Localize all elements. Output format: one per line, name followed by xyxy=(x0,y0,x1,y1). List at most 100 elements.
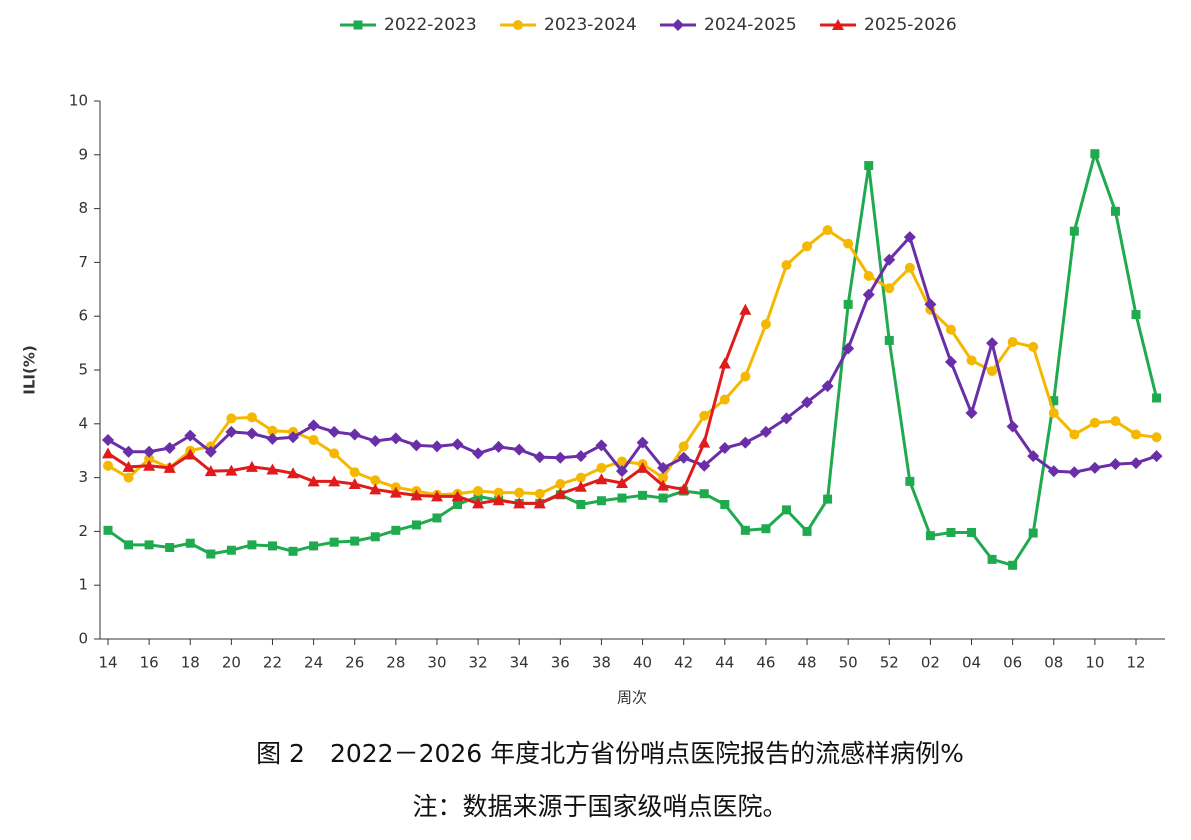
data-point xyxy=(143,459,156,471)
x-tick-label: 28 xyxy=(386,654,405,672)
y-tick-label: 7 xyxy=(78,253,88,271)
data-point xyxy=(658,472,669,483)
data-point xyxy=(657,461,670,474)
data-point xyxy=(1006,420,1019,433)
data-point xyxy=(575,472,586,483)
x-tick-label: 06 xyxy=(1003,654,1022,672)
data-point xyxy=(864,161,874,171)
data-point xyxy=(288,546,298,556)
data-point xyxy=(451,438,464,451)
data-point xyxy=(122,460,135,472)
data-point xyxy=(554,451,567,464)
data-point xyxy=(760,319,771,330)
y-tick-label: 8 xyxy=(78,199,88,217)
data-point xyxy=(595,439,608,452)
data-point xyxy=(1130,457,1142,470)
x-tick-label: 12 xyxy=(1126,654,1145,672)
data-point xyxy=(226,545,236,555)
data-point xyxy=(410,439,423,452)
data-point xyxy=(267,541,277,551)
data-point xyxy=(432,513,442,523)
data-point xyxy=(225,425,238,438)
data-point xyxy=(391,525,401,535)
x-tick-label: 46 xyxy=(756,654,775,672)
series-line xyxy=(107,309,747,505)
data-point xyxy=(823,494,833,504)
y-axis-label: ILI(%) xyxy=(21,345,39,394)
data-point xyxy=(616,465,628,478)
data-point xyxy=(924,298,937,311)
data-point xyxy=(698,436,711,448)
data-point xyxy=(225,464,238,476)
data-point xyxy=(430,440,443,453)
data-point xyxy=(307,419,320,432)
data-point xyxy=(370,532,380,542)
x-tick-label: 32 xyxy=(469,654,488,672)
series-line xyxy=(107,228,1157,497)
data-point xyxy=(596,462,607,473)
data-point xyxy=(329,537,339,547)
data-point xyxy=(698,459,711,472)
data-point xyxy=(350,536,360,546)
data-point xyxy=(719,394,730,405)
data-point xyxy=(678,441,689,452)
data-point xyxy=(349,467,360,478)
y-tick-label: 6 xyxy=(78,307,88,325)
data-point xyxy=(204,465,217,477)
data-point xyxy=(801,396,814,409)
data-point xyxy=(1028,341,1039,352)
data-point xyxy=(348,478,361,490)
data-point xyxy=(1150,450,1163,463)
legend-marker xyxy=(832,19,844,30)
data-point xyxy=(267,425,278,436)
data-point xyxy=(843,238,854,249)
data-point xyxy=(904,262,915,273)
legend-marker xyxy=(672,19,684,31)
data-point xyxy=(636,461,649,473)
legend-label: 2025-2026 xyxy=(864,15,957,35)
data-point xyxy=(554,487,567,499)
data-point xyxy=(740,525,750,535)
data-point xyxy=(163,461,176,473)
data-point xyxy=(781,260,792,271)
legend-marker xyxy=(353,20,363,30)
data-point xyxy=(102,447,114,459)
x-tick-label: 36 xyxy=(551,654,570,672)
data-point xyxy=(883,253,896,266)
legend-label: 2024-2025 xyxy=(704,15,797,35)
data-point xyxy=(533,451,546,464)
data-point xyxy=(843,299,853,309)
data-point xyxy=(1048,408,1059,419)
data-point xyxy=(842,342,855,355)
y-tick-label: 10 xyxy=(69,92,88,110)
data-point xyxy=(144,453,155,464)
data-point xyxy=(144,540,154,550)
data-point xyxy=(513,497,526,509)
data-point xyxy=(595,473,608,485)
series-line xyxy=(107,234,1158,474)
y-tick-label: 1 xyxy=(78,576,88,594)
x-tick-label: 08 xyxy=(1044,654,1063,672)
data-point xyxy=(472,497,485,509)
x-tick-label: 34 xyxy=(510,654,529,672)
data-point xyxy=(781,505,791,515)
data-point xyxy=(329,448,340,459)
x-tick-label: 50 xyxy=(839,654,858,672)
data-point xyxy=(946,527,956,537)
x-tick-label: 04 xyxy=(962,654,981,672)
data-point xyxy=(430,490,443,502)
x-tick-label: 22 xyxy=(263,654,282,672)
data-point xyxy=(246,412,257,423)
data-point xyxy=(328,425,341,438)
data-point xyxy=(903,231,916,244)
data-point xyxy=(165,543,175,553)
data-point xyxy=(802,241,813,252)
data-point xyxy=(266,432,279,445)
data-point xyxy=(1090,149,1100,159)
data-point xyxy=(1027,450,1040,463)
data-point xyxy=(658,493,668,503)
data-point xyxy=(987,554,997,564)
data-point xyxy=(617,493,627,503)
data-point xyxy=(780,412,793,425)
